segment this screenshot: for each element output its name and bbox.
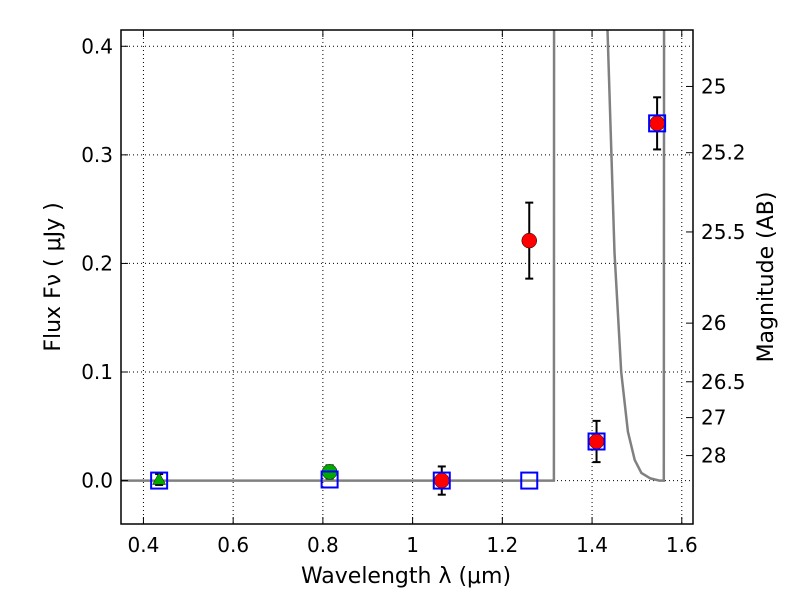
y-axis-label: Flux Fν ( μJy ) (41, 202, 66, 351)
x-tick-label: 0.4 (128, 533, 160, 557)
x-tick-label: 1 (406, 533, 419, 557)
model-point (520, 471, 539, 490)
x-tick-label: 1.6 (666, 533, 698, 557)
x-tick-label: 0.8 (307, 533, 339, 557)
data-point (152, 471, 167, 485)
x-tick-label: 1.2 (486, 533, 518, 557)
model-point (150, 471, 169, 490)
model-point (648, 114, 667, 133)
x-axis-label: Wavelength λ (μm) (301, 564, 511, 589)
grid (121, 30, 693, 524)
axis-ticks: 0.4 0.6 0.8 1 1.2 1.4 1.6 0.0 0.1 0.2 0.3 0.4 25 25.2… (81, 30, 746, 557)
x-tick-label: 1.4 (576, 533, 608, 557)
data-points-layer (150, 96, 667, 496)
right-tick-label: 25.5 (701, 220, 746, 244)
model-point (587, 432, 606, 451)
right-tick-label: 27 (701, 406, 726, 430)
model-curve-layer (121, 30, 666, 482)
y-tick-label: 0.0 (81, 469, 113, 493)
model-point (432, 471, 451, 490)
right-tick-label: 26 (701, 311, 726, 335)
right-axis-label: Magnitude (AB) (754, 192, 779, 363)
right-tick-label: 26.5 (701, 370, 746, 394)
plot-frame (120, 29, 694, 525)
data-point (521, 232, 538, 249)
data-point (649, 115, 665, 132)
model-curve (121, 30, 666, 482)
right-tick-label: 25 (701, 74, 726, 98)
x-tick-label: 0.6 (217, 533, 249, 557)
right-tick-label: 28 (701, 444, 726, 468)
model-point (320, 470, 339, 489)
data-point (434, 472, 450, 489)
y-tick-label: 0.2 (81, 251, 113, 275)
data-point (588, 433, 605, 450)
y-tick-label: 0.4 (81, 34, 113, 58)
right-tick-label: 25.2 (701, 141, 746, 165)
y-tick-label: 0.1 (81, 360, 113, 384)
y-tick-label: 0.3 (81, 143, 113, 167)
